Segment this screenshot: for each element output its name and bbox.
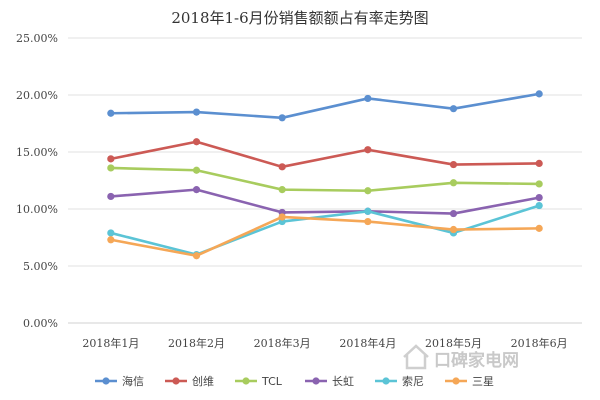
data-point [192, 108, 201, 116]
legend-item: 长虹 [305, 375, 354, 388]
data-point [278, 114, 286, 122]
data-point [192, 166, 201, 174]
series [107, 90, 543, 260]
y-tick-label: 25.00% [16, 32, 58, 45]
series-line [110, 92, 540, 120]
data-point [364, 94, 372, 103]
data-point [364, 187, 372, 195]
legend-swatch-marker [102, 377, 110, 385]
x-tick-label: 2018年6月 [511, 336, 568, 350]
series-line [110, 140, 540, 169]
house-icon [403, 344, 429, 370]
data-point [107, 109, 115, 117]
x-tick-label: 2018年1月 [82, 336, 139, 350]
legend-item: 创维 [165, 375, 214, 388]
series-group [107, 164, 543, 195]
legend-item: 海信 [95, 374, 144, 388]
data-point [449, 225, 458, 234]
legend-swatch-marker [382, 377, 390, 385]
data-point [535, 224, 543, 232]
data-point [364, 146, 372, 154]
data-point [535, 180, 543, 188]
data-point [449, 105, 458, 113]
legend: 海信 创维 TCL 长虹 索尼 三星 [95, 374, 494, 388]
legend-swatch-marker [312, 377, 320, 385]
data-point [107, 192, 115, 201]
legend-item: 三星 [445, 375, 494, 388]
data-point [535, 201, 543, 210]
data-point [107, 155, 115, 163]
legend-label: 三星 [472, 375, 494, 388]
data-point [535, 194, 543, 202]
legend-label: TCL [261, 375, 283, 388]
series-group [107, 213, 543, 260]
series-line [110, 215, 540, 258]
data-point [192, 138, 201, 146]
y-tick-label: 10.00% [16, 203, 58, 216]
legend-label: 创维 [192, 375, 214, 388]
legend-label: 海信 [122, 374, 144, 388]
legend-item: 索尼 [375, 374, 424, 388]
data-point [535, 159, 543, 167]
x-tick-label: 2018年5月 [425, 336, 482, 350]
watermark: 口碑家电网 [403, 344, 519, 371]
legend-label: 长虹 [332, 375, 354, 388]
y-tick-label: 5.00% [23, 260, 58, 273]
legend-swatch-marker [172, 377, 180, 385]
series-line [110, 166, 540, 193]
x-tick-label: 2018年4月 [339, 336, 396, 350]
data-point [449, 179, 458, 187]
y-tick-label: 15.00% [16, 146, 58, 159]
data-point [192, 186, 201, 194]
legend-item: TCL [235, 375, 283, 388]
x-tick-label: 2018年2月 [168, 336, 225, 350]
data-point [364, 207, 372, 215]
data-point [278, 186, 286, 194]
grid [68, 37, 582, 324]
legend-swatch-marker [452, 377, 460, 385]
data-point [107, 229, 115, 237]
watermark-text: 口碑家电网 [434, 350, 519, 371]
y-tick-label: 20.00% [16, 89, 58, 102]
data-point [192, 252, 201, 260]
data-point [107, 236, 115, 244]
legend-swatch-marker [242, 377, 250, 385]
x-tick-label: 2018年3月 [254, 336, 311, 350]
legend-label: 索尼 [402, 374, 424, 388]
data-point [449, 209, 458, 218]
series-group [107, 138, 543, 171]
data-point [535, 90, 543, 98]
data-point [278, 163, 286, 171]
chart-title: 2018年1-6月份销售额额占有率走势图 [171, 9, 428, 27]
x-axis-ticks: 2018年1月 2018年2月 2018年3月 2018年4月 2018年5月 2018年… [82, 336, 567, 350]
data-point [449, 160, 458, 169]
data-point [107, 164, 115, 172]
y-axis-ticks: 0.00% 5.00% 10.00% 15.00% 20.00% 25.00% [16, 32, 58, 330]
y-tick-label: 0.00% [23, 317, 58, 330]
series-group [107, 90, 543, 122]
data-point [278, 213, 286, 221]
data-point [364, 217, 372, 226]
series-line [110, 188, 540, 215]
